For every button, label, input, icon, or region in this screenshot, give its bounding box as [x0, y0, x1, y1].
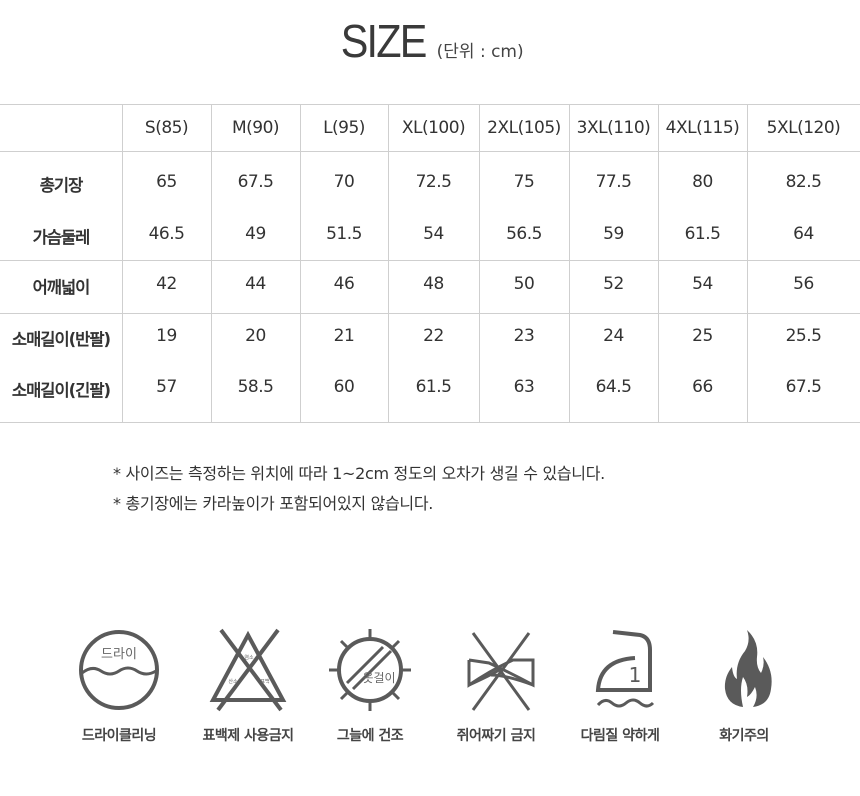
table-cell: 70: [333, 172, 355, 192]
column-divider: [479, 104, 480, 422]
column-divider: [211, 104, 212, 422]
column-header: L(95): [323, 118, 365, 138]
table-cell: 52: [603, 274, 624, 294]
table-cell: 77.5: [595, 172, 632, 192]
row-label: 가슴둘레: [32, 228, 91, 247]
care-fire-caution: 화기주의: [684, 625, 804, 744]
title-unit: (단위 : cm): [436, 42, 524, 62]
table-cell: 23: [513, 326, 535, 346]
table-divider: [0, 104, 860, 105]
care-shade-dry: 옷걸이 그늘에 건조: [310, 625, 430, 744]
table-cell: 21: [333, 326, 355, 346]
row-label: 어깨넓이: [32, 278, 91, 297]
care-label: 화기주의: [719, 728, 769, 744]
note-2: * 총기장에는 카라높이가 포함되어있지 않습니다.: [113, 494, 434, 513]
shade-dry-icon: 옷걸이: [329, 629, 411, 711]
column-divider: [122, 104, 123, 422]
table-cell: 72.5: [415, 172, 452, 192]
column-divider: [658, 104, 659, 422]
column-divider: [300, 104, 301, 422]
svg-text:드라이: 드라이: [101, 647, 137, 662]
fire-caution-icon: [724, 630, 772, 707]
column-header: 2XL(105): [487, 118, 561, 138]
svg-text:표백: 표백: [260, 678, 270, 685]
care-no-wring: 쥐어짜기 금지: [436, 625, 556, 744]
column-header: XL(100): [401, 118, 466, 138]
row-label: 소매길이(긴팔): [11, 381, 111, 400]
column-divider: [569, 104, 570, 422]
table-cell: 63: [513, 377, 535, 397]
care-dry-clean: 드라이 드라이클리닝: [59, 625, 179, 744]
table-cell: 61.5: [684, 224, 721, 244]
table-cell: 67.5: [785, 377, 822, 397]
table-cell: 56: [793, 274, 814, 294]
care-label: 그늘에 건조: [336, 728, 404, 744]
svg-text:산소: 산소: [228, 678, 238, 685]
table-cell: 54: [692, 274, 713, 294]
no-wring-icon: [467, 632, 535, 711]
table-cell: 56.5: [506, 224, 542, 244]
table-cell: 25: [692, 326, 713, 346]
care-no-bleach: 염소 산소 표백 표백제 사용금지: [188, 625, 308, 744]
table-cell: 25.5: [785, 326, 822, 346]
table-cell: 46: [333, 274, 355, 294]
table-cell: 19: [156, 326, 177, 346]
table-cell: 64: [793, 224, 814, 244]
column-header: 5XL(120): [766, 118, 841, 138]
table-cell: 61.5: [415, 377, 452, 397]
size-title: SIZE (단위 : cm): [0, 14, 860, 68]
care-label: 쥐어짜기 금지: [456, 728, 536, 744]
table-divider: [0, 313, 860, 314]
column-header: 4XL(115): [665, 118, 740, 138]
table-cell: 66: [692, 377, 713, 397]
svg-text:염소: 염소: [244, 654, 254, 661]
table-cell: 22: [423, 326, 444, 346]
svg-text:옷걸이: 옷걸이: [362, 671, 395, 685]
table-cell: 49: [245, 224, 266, 244]
table-divider: [0, 151, 860, 152]
table-cell: 24: [603, 326, 624, 346]
column-divider: [388, 104, 389, 422]
title-main: SIZE: [341, 15, 428, 67]
care-iron-low: 1 다림질 약하게: [560, 625, 680, 744]
row-label: 소매길이(반팔): [11, 330, 111, 349]
note-1: * 사이즈는 측정하는 위치에 따라 1~2cm 정도의 오차가 생길 수 있습…: [113, 464, 605, 483]
table-cell: 48: [423, 274, 444, 294]
table-cell: 54: [423, 224, 444, 244]
column-header: 3XL(110): [576, 118, 651, 138]
care-label: 드라이클리닝: [81, 728, 157, 744]
table-divider: [0, 422, 860, 423]
table-cell: 80: [692, 172, 713, 192]
column-divider: [747, 104, 748, 422]
table-cell: 58.5: [237, 377, 274, 397]
dry-clean-icon: 드라이: [79, 630, 159, 710]
care-label: 표백제 사용금지: [202, 728, 294, 744]
table-cell: 57: [156, 377, 177, 397]
no-bleach-icon: 염소 산소 표백: [209, 628, 287, 712]
table-cell: 67.5: [237, 172, 274, 192]
table-cell: 50: [513, 274, 535, 294]
care-label: 다림질 약하게: [580, 728, 660, 744]
table-cell: 60: [333, 377, 355, 397]
iron-low-icon: 1: [595, 630, 655, 708]
table-cell: 82.5: [785, 172, 822, 192]
svg-text:1: 1: [629, 663, 642, 687]
table-cell: 42: [156, 274, 177, 294]
table-divider: [0, 260, 860, 261]
column-header: M(90): [231, 118, 280, 138]
table-cell: 44: [245, 274, 266, 294]
table-cell: 65: [156, 172, 177, 192]
column-header: S(85): [144, 118, 189, 138]
table-cell: 75: [513, 172, 535, 192]
table-cell: 51.5: [326, 224, 362, 244]
row-label: 총기장: [39, 176, 84, 195]
table-cell: 46.5: [148, 224, 185, 244]
table-cell: 59: [603, 224, 624, 244]
table-cell: 64.5: [595, 377, 632, 397]
table-cell: 20: [245, 326, 266, 346]
